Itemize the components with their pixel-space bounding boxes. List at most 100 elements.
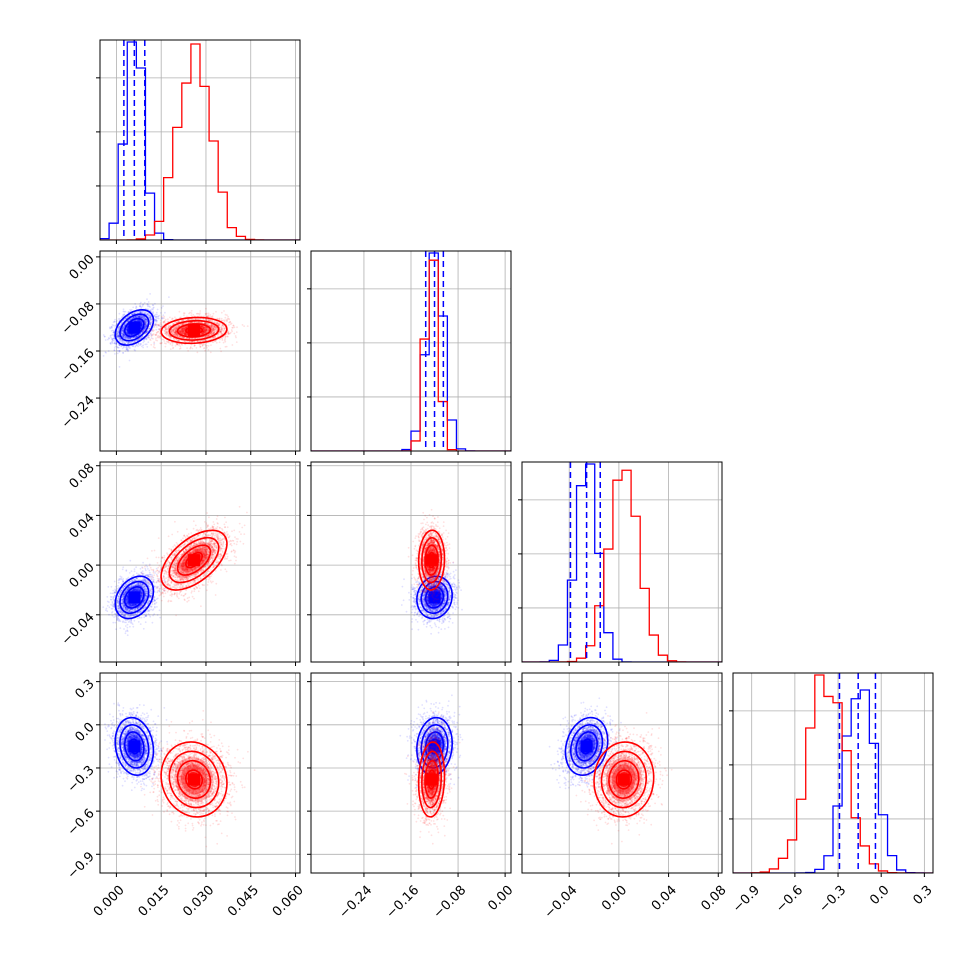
scatter-point (140, 315, 143, 317)
scatter-point (130, 333, 133, 336)
scatter-point (161, 315, 163, 318)
scatter-point (165, 331, 168, 334)
scatter-point (220, 317, 223, 320)
scatter-point (144, 323, 147, 326)
scatter-point (119, 350, 121, 352)
scatter-point (145, 318, 147, 321)
scatter-point (228, 321, 231, 324)
scatter-point (111, 337, 114, 340)
scatter-point (151, 320, 153, 322)
scatter-point (116, 335, 119, 338)
scatter-point (209, 351, 212, 354)
scatter-point (221, 319, 224, 322)
scatter-point (153, 314, 156, 317)
scatter-point (145, 338, 148, 341)
scatter-point (143, 301, 146, 304)
scatter-point (113, 342, 116, 344)
scatter-point (246, 325, 249, 327)
scatter-point (104, 351, 107, 353)
scatter-point (130, 333, 133, 336)
scatter-point (146, 313, 149, 316)
scatter-point (126, 348, 128, 350)
scatter-point (134, 315, 137, 318)
scatter-point (196, 351, 199, 354)
scatter-point (143, 328, 146, 330)
scatter-point (231, 344, 234, 346)
scatter-point (124, 335, 127, 338)
scatter-point (123, 313, 126, 315)
scatter-point (121, 333, 124, 336)
scatter-point (122, 334, 125, 337)
scatter-point (144, 327, 147, 330)
scatter-point (116, 346, 119, 349)
scatter-point (121, 333, 124, 335)
scatter-point (118, 326, 121, 329)
scatter-point (126, 327, 129, 330)
scatter-point (156, 331, 159, 334)
scatter-point (134, 339, 137, 342)
scatter-point (107, 337, 110, 339)
scatter-point (209, 314, 212, 316)
scatter-point (222, 325, 225, 328)
scatter-point (168, 296, 170, 298)
scatter-point (149, 318, 152, 321)
scatter-point (226, 335, 229, 338)
scatter-point (136, 315, 138, 317)
scatter-point (220, 350, 223, 353)
scatter-point (120, 322, 123, 325)
scatter-point (190, 318, 193, 321)
scatter-point (154, 313, 157, 316)
scatter-point (144, 311, 147, 314)
scatter-point (139, 315, 142, 318)
scatter-point (121, 342, 124, 344)
scatter-point (121, 327, 124, 329)
scatter-point (127, 311, 130, 313)
scatter-point (140, 343, 142, 346)
scatter-point (122, 351, 124, 354)
scatter-point (210, 344, 212, 346)
scatter-point (136, 335, 139, 337)
scatter-point (113, 337, 116, 340)
scatter-point (155, 337, 157, 340)
scatter-point (141, 324, 143, 327)
scatter-point (145, 324, 147, 327)
scatter-point (141, 323, 144, 326)
scatter-point (133, 333, 136, 335)
scatter-point (135, 335, 138, 338)
scatter-point (140, 316, 143, 318)
scatter-point (144, 317, 147, 320)
scatter-point (109, 342, 112, 344)
scatter-point (139, 319, 142, 322)
scatter-point (174, 316, 176, 319)
scatter-point (127, 341, 130, 344)
scatter-point (153, 341, 156, 344)
scatter-point (139, 315, 142, 318)
scatter-point (235, 336, 237, 339)
scatter-point (125, 328, 128, 330)
scatter-point (122, 335, 125, 338)
scatter-point (111, 340, 113, 343)
scatter-point (137, 345, 139, 348)
scatter-point (154, 333, 157, 336)
scatter-point (160, 335, 162, 338)
scatter-point (126, 327, 129, 329)
scatter-point (111, 339, 114, 341)
scatter-point (156, 319, 159, 322)
scatter-point (122, 334, 125, 337)
scatter-point (220, 311, 223, 314)
scatter-point (206, 344, 208, 347)
scatter-point (119, 339, 122, 342)
scatter-point (111, 324, 114, 326)
scatter-point (120, 322, 123, 325)
scatter-point (139, 319, 142, 322)
scatter-point (141, 345, 143, 348)
scatter-point (168, 324, 171, 327)
scatter-point (126, 348, 129, 351)
scatter-point (125, 336, 128, 339)
scatter-point (121, 321, 123, 324)
scatter-point (112, 339, 114, 342)
scatter-point (123, 325, 126, 328)
scatter-point (224, 319, 227, 321)
scatter-point (151, 320, 154, 323)
scatter-point (145, 321, 148, 324)
